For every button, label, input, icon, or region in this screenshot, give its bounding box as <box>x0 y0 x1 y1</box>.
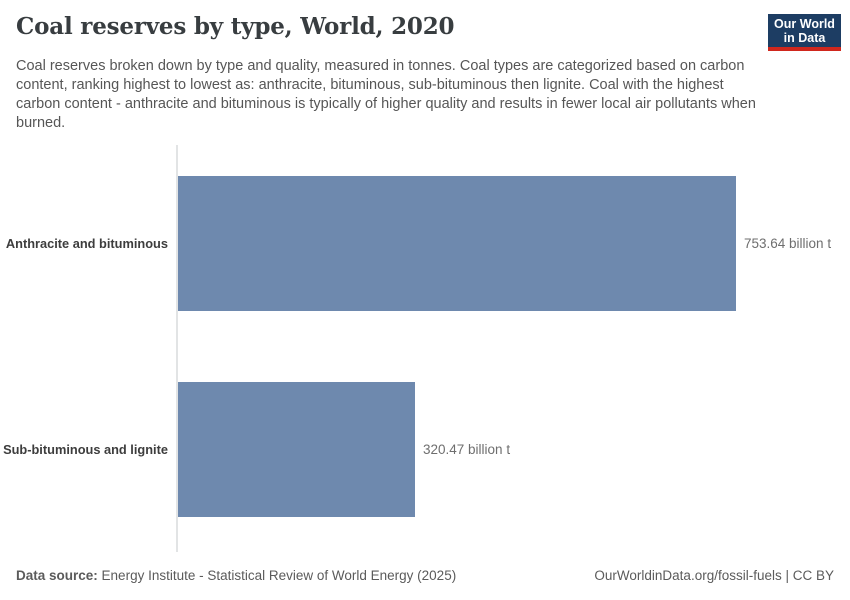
plot-area: Anthracite and bituminous 753.64 billion … <box>0 145 850 552</box>
data-source: Data source: Energy Institute - Statisti… <box>16 568 456 583</box>
bar-row: Anthracite and bituminous 753.64 billion … <box>0 176 850 311</box>
chart-title: Coal reserves by type, World, 2020 <box>16 13 455 40</box>
value-label: 753.64 billion t <box>744 236 832 251</box>
credit-link[interactable]: OurWorldinData.org/fossil-fuels | CC BY <box>594 568 834 583</box>
bar-segment[interactable] <box>178 176 736 311</box>
owid-logo-line1: Our World <box>774 17 835 31</box>
bar-row: Sub-bituminous and lignite 320.47 billion… <box>0 382 850 517</box>
entity-label: Sub-bituminous and lignite <box>3 442 168 457</box>
bar-segment[interactable] <box>178 382 415 517</box>
owid-logo-line2: in Data <box>783 31 826 45</box>
data-source-label: Data source: <box>16 568 98 583</box>
y-axis-line <box>176 145 178 552</box>
owid-logo[interactable]: Our World in Data <box>768 14 841 51</box>
chart-subtitle: Coal reserves broken down by type and qu… <box>16 58 756 131</box>
entity-label: Anthracite and bituminous <box>5 236 168 251</box>
value-label: 320.47 billion t <box>423 442 511 457</box>
data-source-value: Energy Institute - Statistical Review of… <box>101 568 457 583</box>
